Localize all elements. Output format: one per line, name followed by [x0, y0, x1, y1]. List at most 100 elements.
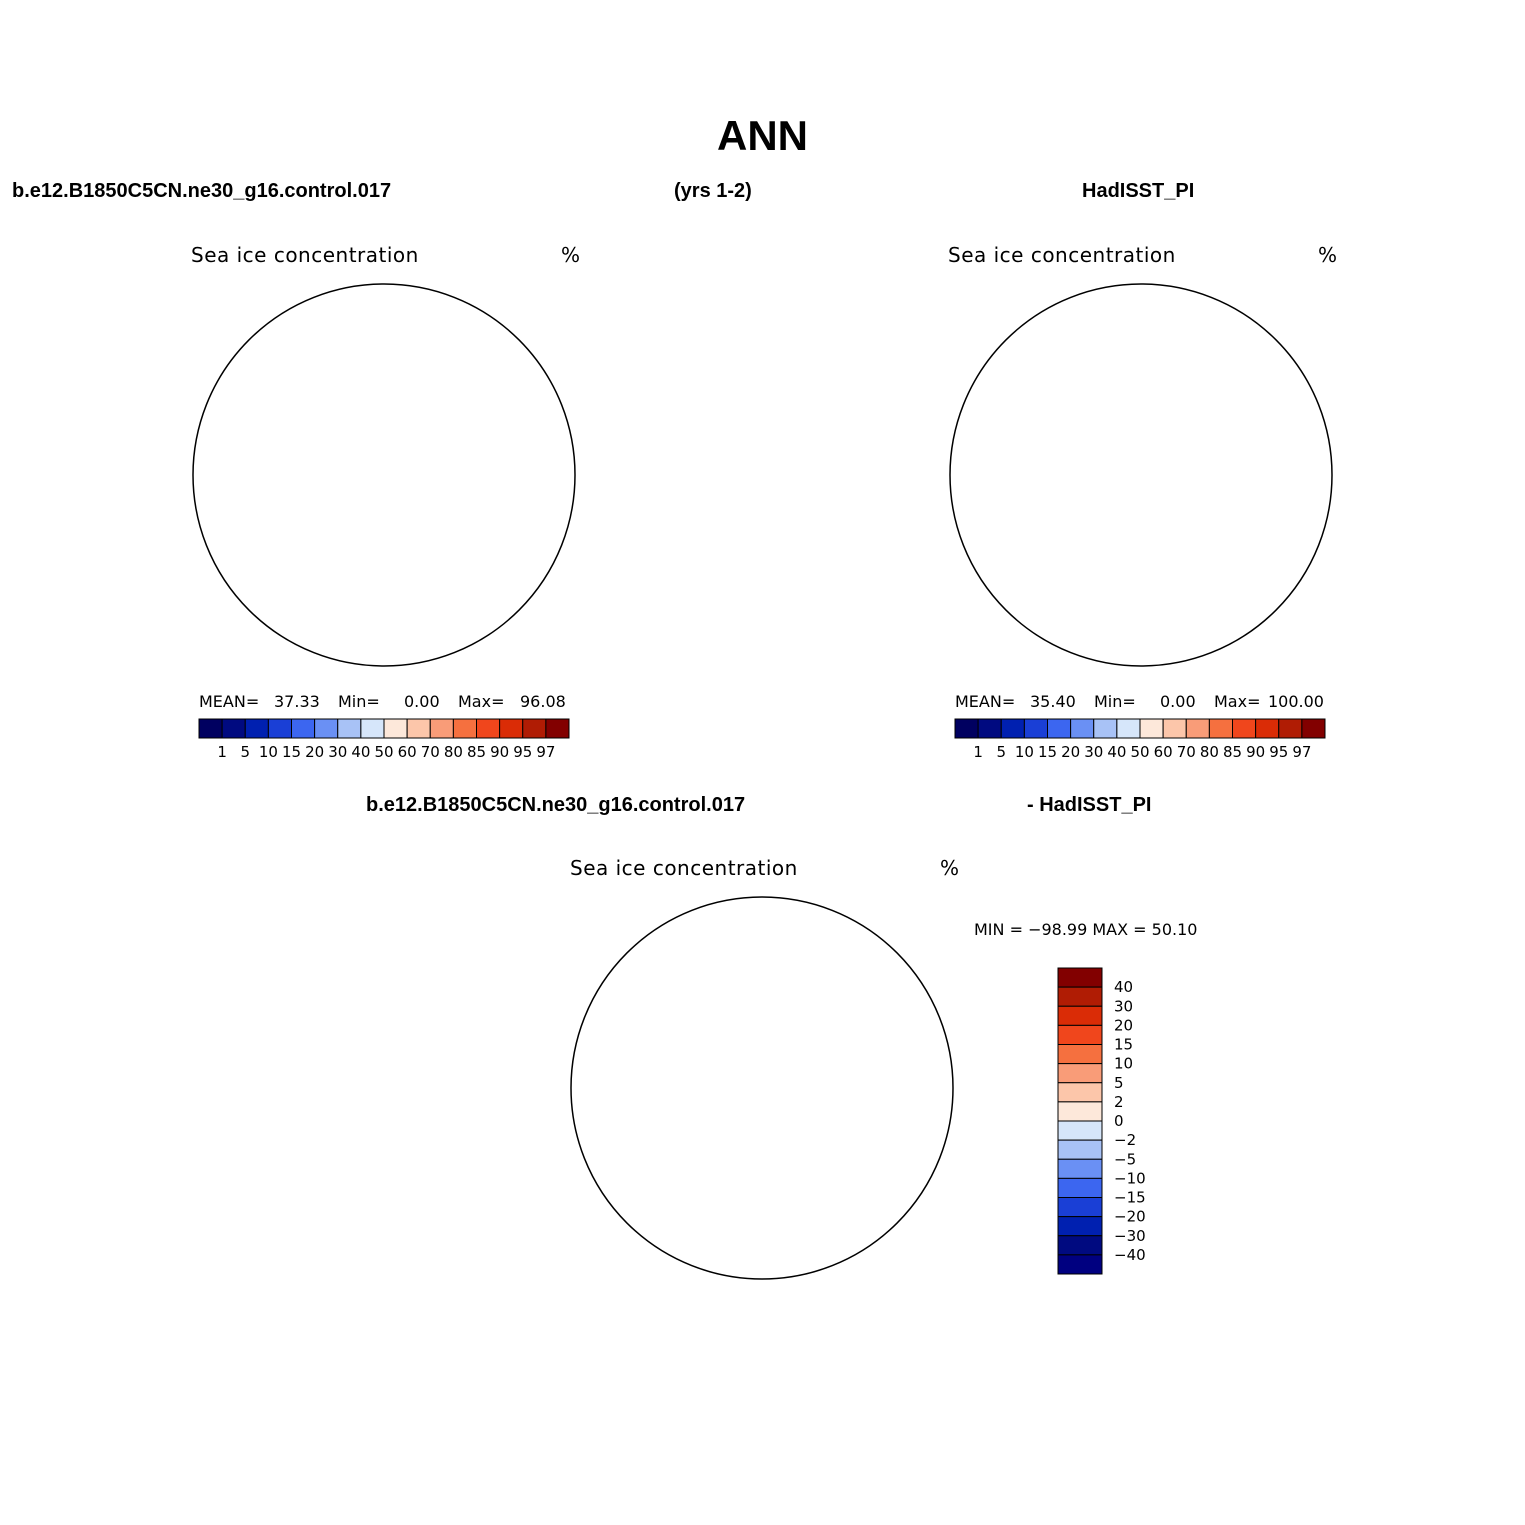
colorbar-tick-label: 80	[1200, 743, 1219, 761]
colorbar-swatch	[1057, 1158, 1103, 1179]
colorbar-tick-label: 40	[1107, 743, 1126, 761]
colorbar-swatch	[267, 718, 292, 739]
colorbar-swatch	[1057, 1254, 1103, 1275]
colorbar-tick-label: 60	[398, 743, 417, 761]
colorbar-swatch	[198, 718, 223, 739]
diff-obs-name: - HadISST_PI	[1027, 794, 1152, 816]
colorbar-tick-label: 85	[1223, 743, 1242, 761]
colorbar-swatch	[1208, 718, 1233, 739]
colorbar-tick-label: 40	[1114, 978, 1133, 996]
colorbar-swatch	[244, 718, 269, 739]
colorbar-tick-label: 1	[973, 743, 983, 761]
colorbar-tick-label: −15	[1114, 1189, 1146, 1207]
colorbar-tick-label: 50	[374, 743, 393, 761]
colorbar-swatch	[1057, 1120, 1103, 1141]
colorbar-swatch	[1057, 1216, 1103, 1237]
colorbar-tick-label: 30	[1114, 997, 1133, 1015]
colorbar-tick-label: −20	[1114, 1208, 1146, 1226]
colorbar-swatch	[1232, 718, 1257, 739]
colorbar-swatch	[383, 718, 408, 739]
mean-value-obs: 35.40	[1030, 692, 1076, 711]
colorbar-swatch	[337, 718, 362, 739]
colorbar-swatch	[429, 718, 454, 739]
colorbar-tick-label: 97	[536, 743, 555, 761]
colorbar-tick-label: 10	[1114, 1055, 1133, 1073]
colorbar-swatch	[1070, 718, 1095, 739]
colorbar-tick-label: −40	[1114, 1246, 1146, 1264]
colorbar-swatch	[1185, 718, 1210, 739]
colorbar-tick-label: 70	[1177, 743, 1196, 761]
colorbar-swatch	[1057, 986, 1103, 1007]
colorbar-tick-label: 1	[217, 743, 227, 761]
colorbar-swatch	[291, 718, 316, 739]
colorbar-swatch	[1057, 1139, 1103, 1160]
min-value-obs: 0.00	[1160, 692, 1196, 711]
colorbar-tick-label: 97	[1292, 743, 1311, 761]
colorbar-swatch	[522, 718, 547, 739]
colorbar-tick-label: 85	[467, 743, 486, 761]
panel-units-model: %	[561, 243, 581, 267]
colorbar-tick-label: 15	[282, 743, 301, 761]
max-label-obs: Max=	[1214, 692, 1261, 711]
mean-label-model: MEAN=	[199, 692, 260, 711]
colorbar-swatch	[1057, 1235, 1103, 1256]
panel-title-obs: Sea ice concentration	[948, 243, 1176, 267]
obs-case-name: HadISST_PI	[1082, 180, 1195, 202]
colorbar-swatch	[1057, 1101, 1103, 1122]
max-value-model: 96.08	[520, 692, 566, 711]
map-obs	[949, 283, 1333, 667]
map-difference	[570, 896, 954, 1280]
colorbar-tick-label: −2	[1114, 1131, 1136, 1149]
colorbar-tick-label: 10	[1015, 743, 1034, 761]
panel-units-obs: %	[1318, 243, 1338, 267]
mean-value-model: 37.33	[274, 692, 320, 711]
colorbar-swatch	[1057, 1044, 1103, 1065]
colorbar-swatch	[1162, 718, 1187, 739]
colorbar-swatch	[1057, 1197, 1103, 1218]
mean-label-obs: MEAN=	[955, 692, 1016, 711]
colorbar-model: 1 5 10 15 20 30 40 50 60 70 80 85 90 95 97	[198, 718, 570, 761]
years-label: (yrs 1-2)	[674, 180, 752, 202]
colorbar-tick-label: 5	[1114, 1074, 1124, 1092]
colorbar-tick-label: 20	[1061, 743, 1080, 761]
max-value-obs: 100.00	[1268, 692, 1324, 711]
colorbar-tick-label: 20	[305, 743, 324, 761]
min-label-obs: Min=	[1094, 692, 1136, 711]
colorbar-tick-label: 5	[240, 743, 250, 761]
panel-title-model: Sea ice concentration	[191, 243, 419, 267]
colorbar-obs: 1 5 10 15 20 30 40 50 60 70 80 85 90 95 97	[954, 718, 1326, 761]
model-case-name: b.e12.B1850C5CN.ne30_g16.control.017	[12, 180, 392, 202]
panel-units-diff: %	[940, 856, 960, 880]
colorbar-swatch	[1057, 967, 1103, 988]
colorbar-swatch	[1057, 1063, 1103, 1084]
colorbar-swatch	[954, 718, 979, 739]
colorbar-tick-label: 15	[1114, 1036, 1133, 1054]
colorbar-swatch	[221, 718, 246, 739]
colorbar-swatch	[360, 718, 385, 739]
colorbar-tick-label: 90	[490, 743, 509, 761]
colorbar-tick-label: 60	[1154, 743, 1173, 761]
colorbar-tick-label: 5	[996, 743, 1006, 761]
colorbar-swatch	[1301, 718, 1326, 739]
colorbar-swatch	[314, 718, 339, 739]
colorbar-swatch	[452, 718, 477, 739]
max-label-model: Max=	[458, 692, 505, 711]
colorbar-tick-label: 2	[1114, 1093, 1124, 1111]
colorbar-tick-label: −10	[1114, 1169, 1146, 1187]
diff-model-name: b.e12.B1850C5CN.ne30_g16.control.017	[366, 794, 746, 816]
colorbar-tick-label: 95	[1269, 743, 1288, 761]
colorbar-tick-label: 30	[328, 743, 347, 761]
colorbar-swatch	[406, 718, 431, 739]
colorbar-swatch	[476, 718, 501, 739]
colorbar-tick-label: 20	[1114, 1016, 1133, 1034]
colorbar-swatch	[1057, 1177, 1103, 1198]
colorbar-tick-label: 15	[1038, 743, 1057, 761]
colorbar-swatch	[499, 718, 524, 739]
colorbar-tick-label: 10	[259, 743, 278, 761]
figure-title: ANN	[717, 112, 808, 159]
colorbar-swatch	[1047, 718, 1072, 739]
colorbar-swatch	[1057, 1082, 1103, 1103]
colorbar-swatch	[1116, 718, 1141, 739]
